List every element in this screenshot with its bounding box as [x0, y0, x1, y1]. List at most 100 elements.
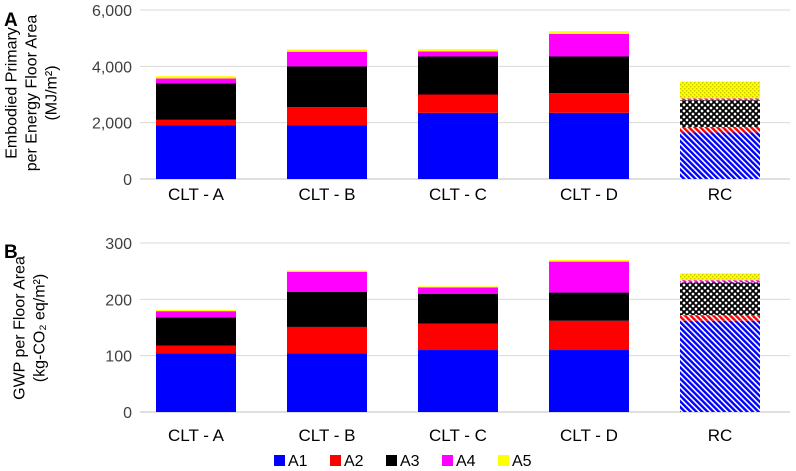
- panel-b-segment-rc-a2: [680, 315, 760, 321]
- panel-b-segment-rc-a3: [680, 282, 760, 316]
- panel-a-segment-clt-b-a4: [287, 51, 367, 67]
- legend-label-a5: A5: [512, 453, 532, 470]
- panel-a-y-axis-label: (MJ/m²): [44, 65, 61, 120]
- panel-a-y-axis-label: Embodied Primary: [4, 27, 21, 159]
- panel-a-bar-clt-a: [156, 76, 236, 179]
- panel-b-segment-clt-d-a1: [549, 350, 629, 412]
- panel-b-segment-clt-c-a4: [418, 287, 498, 294]
- panel-a-segment-clt-b-a1: [287, 125, 367, 179]
- panel-b-bar-clt-a: [156, 310, 236, 412]
- legend-label-a4: A4: [456, 453, 476, 470]
- panel-a-segment-clt-d-a3: [549, 56, 629, 94]
- panel-b-label: B: [4, 242, 18, 263]
- panel-a-segment-clt-a-a3: [156, 83, 236, 120]
- panel-a-y-tick-label: 0: [123, 172, 132, 189]
- panel-a-segment-clt-d-a1: [549, 112, 629, 179]
- panel-a-category-label: CLT - C: [429, 185, 487, 204]
- panel-a-segment-clt-d-a2: [549, 93, 629, 113]
- panel-b-segment-clt-b-a5: [287, 270, 367, 272]
- panel-b-category-label: RC: [708, 426, 733, 445]
- panel-a-segment-clt-d-a5: [549, 31, 629, 34]
- legend-item-a5: A5: [498, 453, 532, 470]
- panel-a-segment-clt-a-a1: [156, 125, 236, 179]
- panel-b-segment-clt-d-a2: [549, 320, 629, 351]
- panel-b-bar-rc: [680, 273, 760, 412]
- panel-a-segment-clt-c-a4: [418, 51, 498, 57]
- legend-swatch-a2: [330, 455, 341, 466]
- legend-swatch-a5: [498, 455, 509, 466]
- panel-b-segment-rc-a5: [680, 273, 760, 281]
- legend: A1 A2 A3 A4 A5: [274, 453, 532, 470]
- panel-b-segment-clt-a-a5: [156, 310, 236, 312]
- panel-b-segment-clt-b-a4: [287, 271, 367, 293]
- panel-b-segment-clt-b-a3: [287, 292, 367, 327]
- legend-label-a3: A3: [400, 453, 420, 470]
- panel-a-segment-clt-b-a3: [287, 66, 367, 108]
- panel-b-category-label: CLT - C: [429, 426, 487, 445]
- panel-b-category-label: CLT - A: [168, 426, 225, 445]
- legend-swatch-a3: [386, 455, 397, 466]
- panel-b-segment-rc-a1: [680, 320, 760, 412]
- panel-a-chart: 0 2,000 4,000 6,000 CLT - A CLT - B CLT - C CLT…: [4, 3, 790, 204]
- panel-b-segment-clt-b-a1: [287, 353, 367, 412]
- panel-a-segment-rc-a4: [680, 98, 760, 101]
- panel-b-segment-clt-d-a4: [549, 261, 629, 293]
- panel-a-y-tick-label: 6,000: [92, 3, 132, 20]
- panel-a-segment-rc-a2: [680, 126, 760, 133]
- panel-a-segment-clt-c-a3: [418, 56, 498, 95]
- panel-a-segment-rc-a5: [680, 81, 760, 99]
- panel-b-segment-clt-b-a2: [287, 326, 367, 354]
- panel-a-bar-clt-d: [549, 31, 629, 179]
- panel-b-segment-clt-a-a4: [156, 311, 236, 318]
- legend-item-a2: A2: [330, 453, 364, 470]
- panel-b-segment-clt-c-a3: [418, 293, 498, 324]
- panel-a-bar-clt-c: [418, 49, 498, 179]
- panel-b-segment-clt-c-a5: [418, 286, 498, 288]
- legend-label-a1: A1: [288, 453, 308, 470]
- panel-a-segment-clt-c-a1: [418, 112, 498, 179]
- legend-swatch-a4: [442, 455, 453, 466]
- panel-a-bar-clt-b: [287, 49, 367, 179]
- legend-label-a2: A2: [344, 453, 364, 470]
- panel-a-segment-rc-a3: [680, 100, 760, 127]
- panel-b-category-label: CLT - D: [560, 426, 618, 445]
- panel-a-segment-clt-a-a2: [156, 119, 236, 126]
- legend-swatch-a1: [274, 455, 285, 466]
- panel-b-y-tick-label: 200: [105, 292, 132, 309]
- panel-a-segment-clt-a-a5: [156, 76, 236, 79]
- panel-b-y-axis-label: GWP per Floor Area: [12, 256, 29, 400]
- panel-b-y-axis-label: (kg-CO₂ eq/m²): [32, 274, 49, 382]
- panel-a-segment-clt-d-a4: [549, 33, 629, 57]
- panel-b-segment-clt-c-a1: [418, 350, 498, 412]
- panel-b-segment-clt-a-a2: [156, 345, 236, 354]
- panel-a-y-axis-label: per Energy Floor Area: [24, 15, 41, 172]
- legend-item-a4: A4: [442, 453, 476, 470]
- panel-b-category-label: CLT - B: [299, 426, 356, 445]
- panel-a-category-label: CLT - D: [560, 185, 618, 204]
- panel-a-segment-clt-c-a5: [418, 49, 498, 52]
- panel-b-y-tick-label: 0: [123, 405, 132, 422]
- panel-b-segment-clt-a-a3: [156, 317, 236, 346]
- panel-a-segment-clt-c-a2: [418, 94, 498, 113]
- panel-b-y-tick-label: 300: [105, 236, 132, 253]
- panel-a-segment-rc-a1: [680, 132, 760, 179]
- panel-a-segment-clt-b-a2: [287, 107, 367, 126]
- legend-item-a1: A1: [274, 453, 308, 470]
- panel-b-chart: 0 100 200 300 CLT - A CLT - B CLT - C CLT - D RC…: [4, 236, 790, 445]
- panel-b-segment-rc-a4: [680, 280, 760, 283]
- panel-b-segment-clt-a-a1: [156, 353, 236, 412]
- panel-b-bar-clt-b: [287, 270, 367, 412]
- panel-a-y-tick-label: 2,000: [92, 116, 132, 133]
- panel-a-label: A: [4, 10, 18, 31]
- panel-a-segment-clt-a-a4: [156, 78, 236, 84]
- panel-a-bar-rc: [680, 81, 760, 179]
- panel-b-y-tick-label: 100: [105, 349, 132, 366]
- panel-b-segment-clt-d-a5: [549, 259, 629, 262]
- panel-b-bar-clt-c: [418, 286, 498, 412]
- panel-b-segment-clt-c-a2: [418, 323, 498, 351]
- panel-a-y-tick-label: 4,000: [92, 59, 132, 76]
- panel-b-segment-clt-d-a3: [549, 292, 629, 321]
- panel-a-category-label: CLT - A: [168, 185, 225, 204]
- panel-a-segment-clt-b-a5: [287, 49, 367, 52]
